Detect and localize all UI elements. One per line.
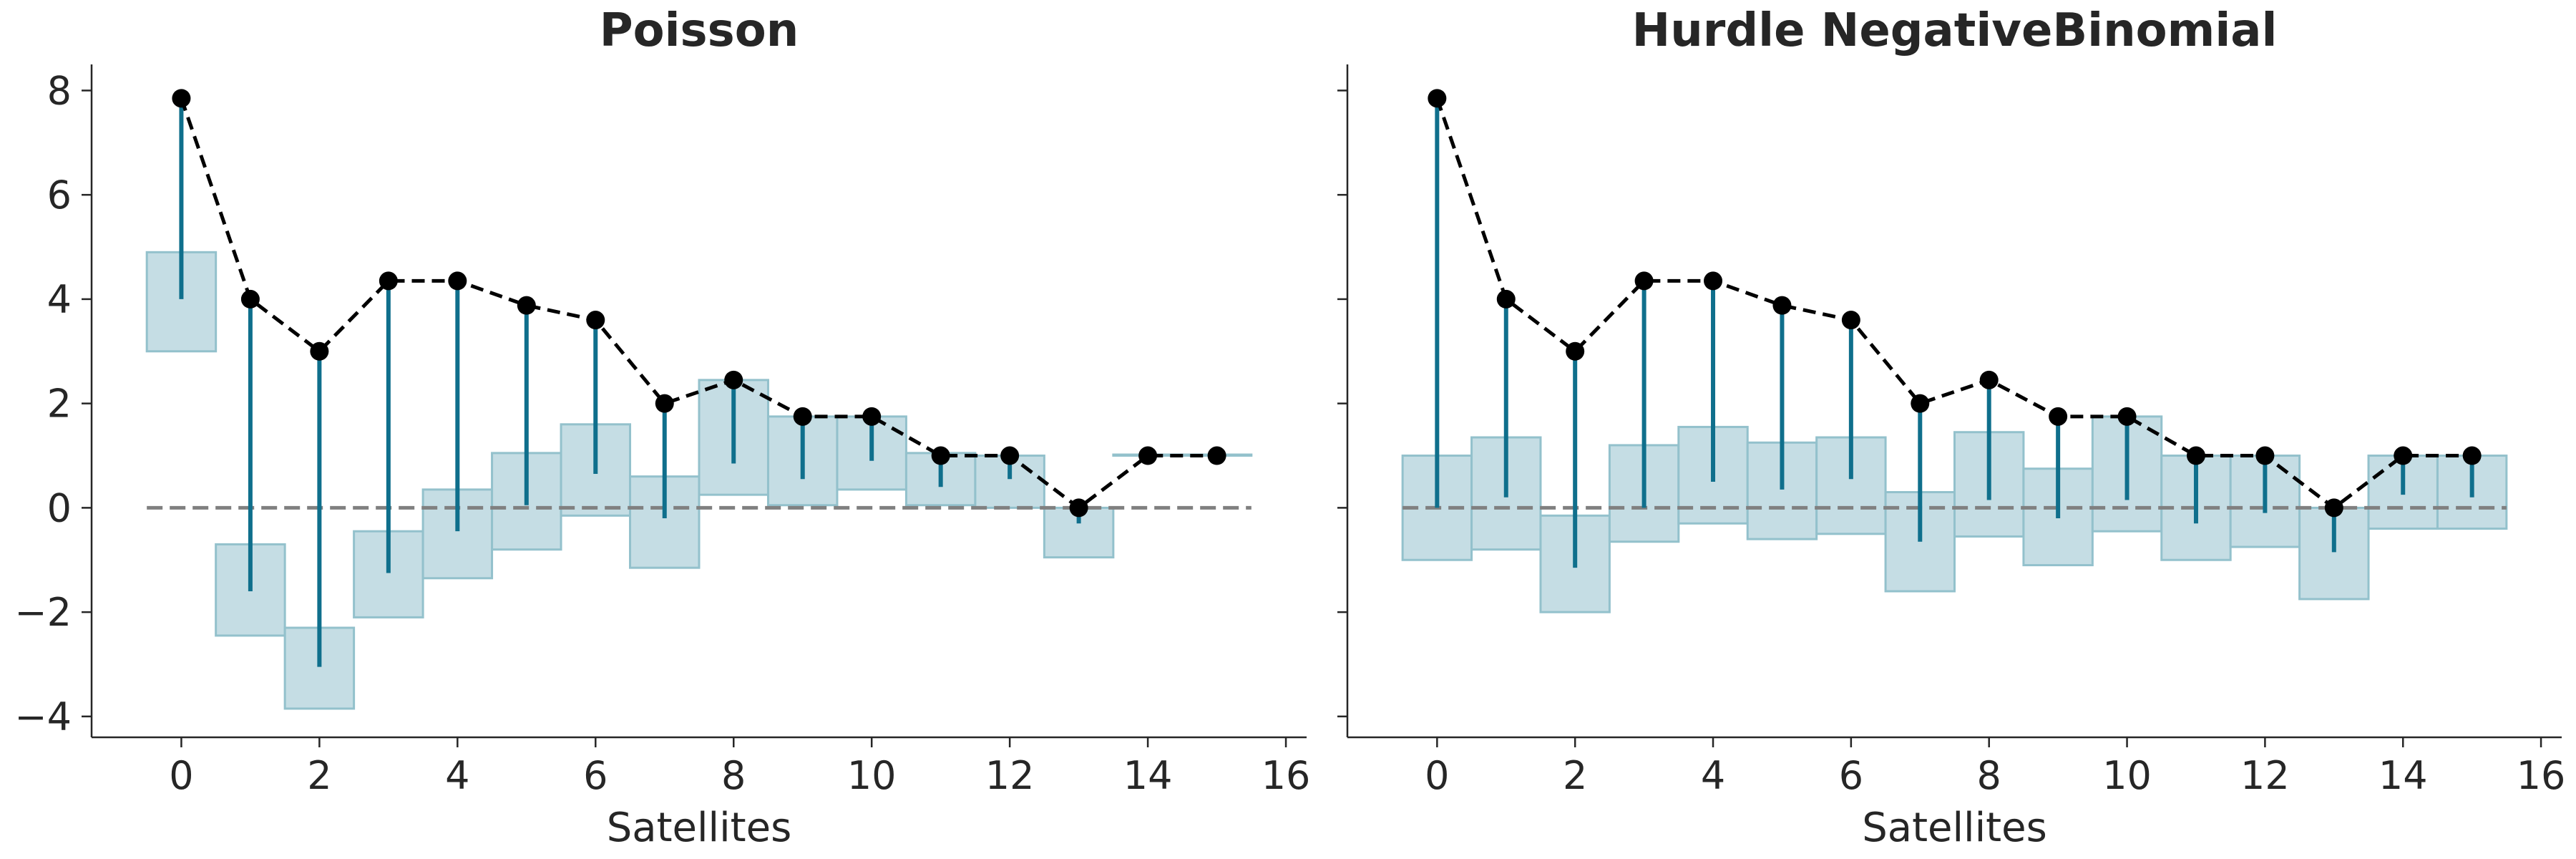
x-axis-label: Satellites [607,805,792,851]
point-10 [862,407,882,426]
point-3 [1634,271,1654,291]
x-tick-label: 10 [2102,753,2152,798]
point-1 [240,289,260,309]
y-tick-label: −2 [14,590,72,635]
point-15 [2462,446,2482,465]
x-tick-label: 2 [307,753,331,798]
x-tick-label: 12 [985,753,1035,798]
x-tick-label: 10 [847,753,897,798]
point-2 [310,341,329,361]
point-7 [655,394,674,413]
point-2 [1566,341,1585,361]
x-tick-label: 0 [169,753,193,798]
point-8 [1979,370,1999,389]
box-4 [421,488,494,580]
y-tick-label: 4 [47,277,72,322]
point-group [172,89,1226,518]
point-5 [1772,296,1792,315]
point-3 [379,271,398,291]
point-14 [1138,446,1158,465]
x-tick-label: 8 [721,753,746,798]
point-4 [448,271,467,291]
point-11 [2186,446,2205,465]
y-tick-label: 2 [47,382,72,427]
point-8 [724,370,743,389]
x-tick-label: 6 [1839,753,1863,798]
chart-panel-2: 0 2 4 6 8 10 12 14 16 Hurdle NegativeBinomial Sate… [1337,4,2565,851]
point-6 [586,311,605,330]
point-11 [931,446,950,465]
point-0 [172,89,191,108]
x-tick-label: 6 [583,753,608,798]
point-14 [2394,446,2413,465]
x-tick-label: 4 [1701,753,1725,798]
observed-line [180,97,1217,510]
point-12 [2255,446,2275,465]
point-1 [1496,289,1516,309]
x-tick-label: 16 [2517,753,2566,798]
chart-title: Hurdle NegativeBinomial [1632,4,2278,57]
x-tick-label: 16 [1262,753,1311,798]
point-9 [793,407,812,426]
point-13 [1069,498,1088,518]
x-tick-label: 12 [2240,753,2290,798]
y-tick-label: −4 [14,694,72,739]
point-9 [2049,407,2068,426]
x-tick-label: 8 [1977,753,2001,798]
box-group [145,251,1253,710]
point-7 [1911,394,1930,413]
point-0 [1428,89,1447,108]
x-axis-label: Satellites [1862,805,2047,851]
point-15 [1207,446,1226,465]
point-4 [1704,271,1723,291]
x-tick-label: 0 [1425,753,1449,798]
x-tick-label: 14 [1123,753,1173,798]
box-group [1401,415,2508,613]
point-12 [1000,446,1020,465]
y-tick-label: 0 [47,485,72,530]
stem-group [1435,98,2474,568]
point-10 [2117,407,2137,426]
point-group [1428,89,2482,518]
y-tick-label: 6 [47,173,72,218]
x-tick-label: 4 [445,753,469,798]
point-6 [1841,311,1860,330]
stem-group [179,98,1081,667]
observed-line [1435,97,2472,510]
point-5 [517,296,536,315]
x-tick-label: 2 [1563,753,1587,798]
y-tick-label: 8 [47,68,72,113]
point-13 [2324,498,2343,518]
x-tick-label: 14 [2379,753,2428,798]
chart-title: Poisson [600,4,799,57]
chart-panel-1: 0 2 4 6 8 10 12 14 16 −4 −2 0 2 4 6 8 Poisson Satellites [14,4,1310,851]
